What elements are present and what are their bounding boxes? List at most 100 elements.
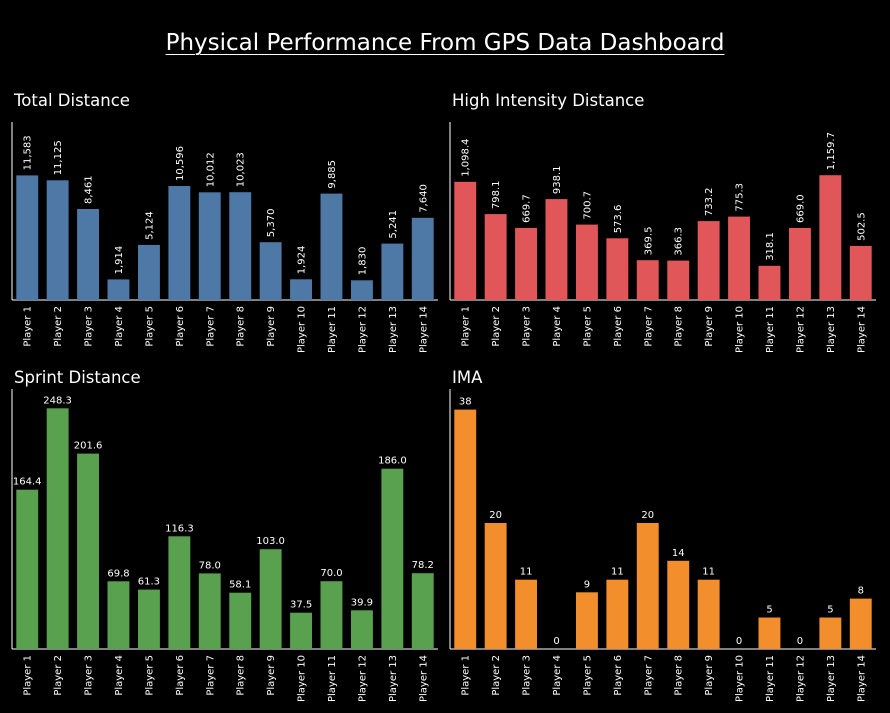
bar[interactable] xyxy=(320,581,343,649)
bar[interactable] xyxy=(229,592,252,649)
bar[interactable] xyxy=(819,175,842,300)
bar[interactable] xyxy=(198,573,221,649)
dashboard-title: Physical Performance From GPS Data Dashb… xyxy=(165,30,725,56)
bar[interactable] xyxy=(107,279,130,300)
category-label: Player 5 xyxy=(144,655,155,696)
bar[interactable] xyxy=(77,453,99,649)
bar[interactable] xyxy=(320,193,343,300)
bar[interactable] xyxy=(77,209,99,300)
bar[interactable] xyxy=(606,238,629,300)
data-label: 733.2 xyxy=(704,187,715,216)
bar[interactable] xyxy=(138,589,160,649)
total-distance-panel: Total Distance 11,583 Player 1 11,125 Playe… xyxy=(0,80,445,436)
bar[interactable] xyxy=(545,199,568,300)
ima-panel: IMA 38 Player 1 20 Player 2 11 Player 3 0 Playe… xyxy=(438,357,883,713)
bar[interactable] xyxy=(16,175,39,300)
data-label: 11 xyxy=(702,567,715,578)
data-label: 669.0 xyxy=(795,194,806,223)
bar[interactable] xyxy=(198,192,221,300)
bar[interactable] xyxy=(168,186,191,300)
bar[interactable] xyxy=(259,242,282,300)
bar[interactable] xyxy=(849,245,872,300)
data-label: 14 xyxy=(672,548,685,559)
bar[interactable] xyxy=(351,280,373,300)
bar[interactable] xyxy=(259,549,282,649)
bar[interactable] xyxy=(636,260,659,300)
data-label: 78.2 xyxy=(412,560,434,571)
bar[interactable] xyxy=(789,228,811,300)
category-label: Player 11 xyxy=(765,655,776,702)
bar[interactable] xyxy=(484,214,507,300)
data-label: 11,125 xyxy=(53,140,64,175)
bar[interactable] xyxy=(849,598,872,649)
bar[interactable] xyxy=(46,180,69,300)
bar[interactable] xyxy=(515,227,537,300)
bar[interactable] xyxy=(667,560,690,649)
data-label: 1,159.7 xyxy=(826,132,837,170)
data-label: 37.5 xyxy=(290,600,312,611)
data-label: 116.3 xyxy=(165,523,194,534)
bar[interactable] xyxy=(168,536,191,649)
data-label: 248.3 xyxy=(43,395,72,406)
bar[interactable] xyxy=(576,592,598,649)
bar[interactable] xyxy=(381,468,404,649)
bar[interactable] xyxy=(454,181,477,300)
bar[interactable] xyxy=(290,279,312,300)
bar[interactable] xyxy=(16,489,39,649)
category-label: Player 1 xyxy=(461,306,472,347)
bar[interactable] xyxy=(138,244,160,300)
data-label: 369.5 xyxy=(643,227,654,256)
bar[interactable] xyxy=(229,192,252,300)
data-label: 164.4 xyxy=(13,477,42,488)
data-label: 78.0 xyxy=(199,560,221,571)
bar[interactable] xyxy=(667,260,690,300)
data-label: 5 xyxy=(766,605,772,616)
high-intensity-distance-panel: High Intensity Distance 1,098.4 Player 1 7… xyxy=(438,80,883,436)
bar[interactable] xyxy=(107,581,130,649)
bar[interactable] xyxy=(46,408,69,649)
chart-title: High Intensity Distance xyxy=(452,91,645,110)
category-label: Player 4 xyxy=(552,655,563,696)
bar[interactable] xyxy=(484,523,507,649)
bar[interactable] xyxy=(411,573,434,649)
category-label: Player 10 xyxy=(297,306,308,353)
bar[interactable] xyxy=(819,617,842,650)
data-label: 20 xyxy=(641,510,654,521)
high-intensity-distance-chart: 1,098.4 Player 1 798.1 Player 2 669.7 Player … xyxy=(449,122,876,353)
bar[interactable] xyxy=(728,216,750,300)
bar[interactable] xyxy=(576,224,598,300)
bar[interactable] xyxy=(454,409,477,649)
category-label: Player 10 xyxy=(735,306,746,353)
category-label: Player 3 xyxy=(522,655,533,696)
category-label: Player 1 xyxy=(23,306,34,347)
category-label: Player 11 xyxy=(765,306,776,353)
category-label: Player 10 xyxy=(297,655,308,702)
bar[interactable] xyxy=(758,265,781,300)
bar[interactable] xyxy=(697,579,720,649)
category-label: Player 10 xyxy=(735,655,746,702)
bar[interactable] xyxy=(381,243,404,300)
bar[interactable] xyxy=(351,610,373,649)
data-label: 1,924 xyxy=(297,246,308,275)
data-label: 938.1 xyxy=(552,165,563,194)
chart-title: Sprint Distance xyxy=(14,368,141,387)
bar[interactable] xyxy=(697,221,720,300)
data-label: 38 xyxy=(459,397,472,408)
bar[interactable] xyxy=(515,579,537,649)
category-label: Player 13 xyxy=(826,306,837,353)
bar[interactable] xyxy=(758,617,781,650)
bar[interactable] xyxy=(636,523,659,649)
category-label: Player 6 xyxy=(175,655,186,696)
category-label: Player 1 xyxy=(23,655,34,696)
data-label: 186.0 xyxy=(378,456,407,467)
data-label: 798.1 xyxy=(491,180,502,209)
bar[interactable] xyxy=(290,612,312,649)
data-label: 0 xyxy=(736,636,742,647)
category-label: Player 8 xyxy=(674,655,685,696)
bar[interactable] xyxy=(606,579,629,649)
category-label: Player 12 xyxy=(795,306,806,353)
category-label: Player 6 xyxy=(175,306,186,347)
category-label: Player 9 xyxy=(266,306,277,347)
data-label: 0 xyxy=(553,636,559,647)
bar[interactable] xyxy=(411,217,434,300)
